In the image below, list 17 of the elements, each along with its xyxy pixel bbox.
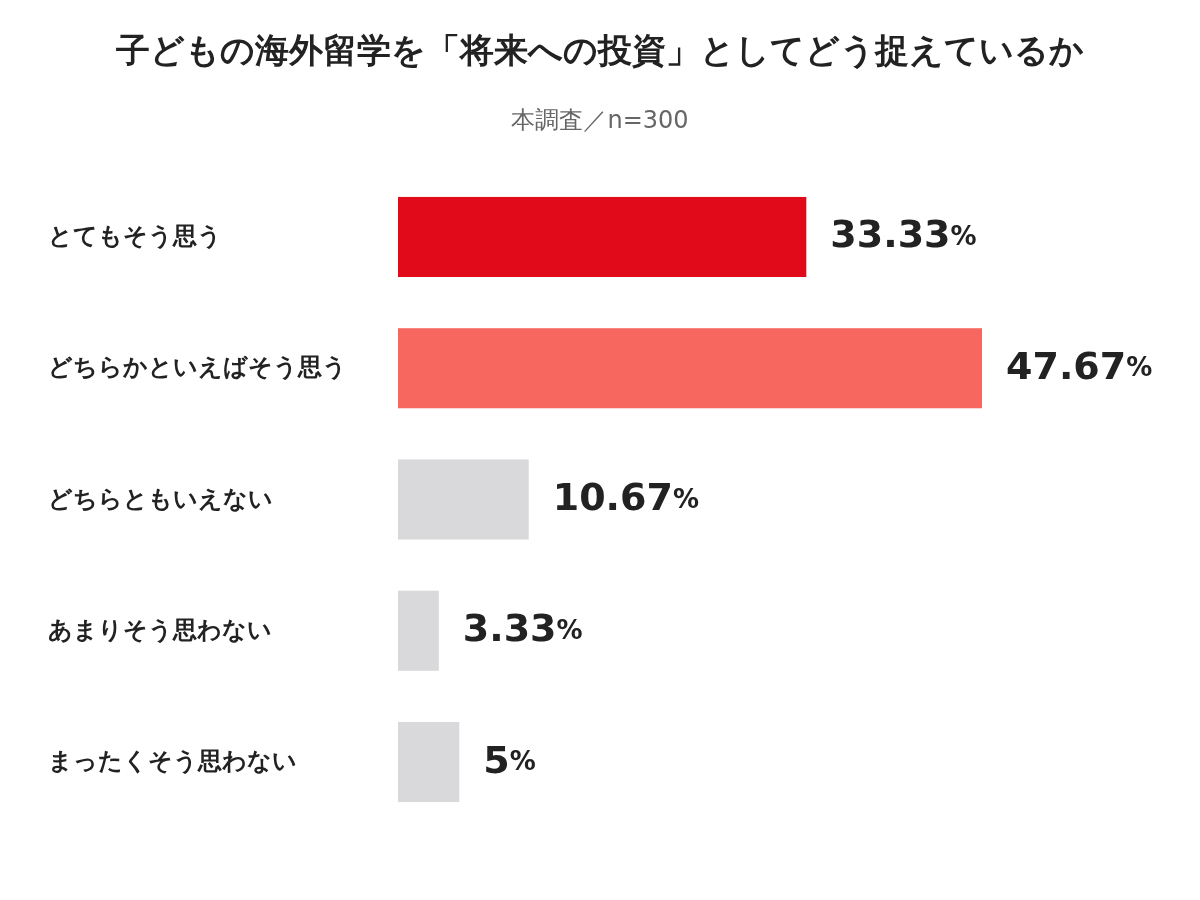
bar — [398, 590, 439, 671]
data-label: 5% — [483, 737, 536, 782]
bar — [398, 328, 982, 409]
y-tick-label: どちらかといえばそう思う — [48, 353, 347, 382]
y-tick-label: あまりそう思わない — [48, 615, 272, 644]
data-label: 3.33% — [462, 606, 583, 651]
y-tick-label: とてもそう思う — [48, 221, 222, 250]
chart-subtitle: 本調査／n=300 — [511, 106, 689, 134]
data-label: 33.33% — [830, 212, 977, 257]
y-tick-label: どちらともいえない — [48, 484, 273, 513]
bar — [398, 721, 460, 803]
data-label: 47.67% — [1006, 343, 1153, 388]
data-label: 10.67% — [552, 475, 699, 519]
bar — [398, 459, 529, 540]
y-tick-label: まったくそう思わない — [48, 747, 297, 776]
bar — [398, 196, 807, 278]
chart-title: 子どもの海外留学を「将来への投資」としてどう捉えているか — [115, 30, 1084, 70]
